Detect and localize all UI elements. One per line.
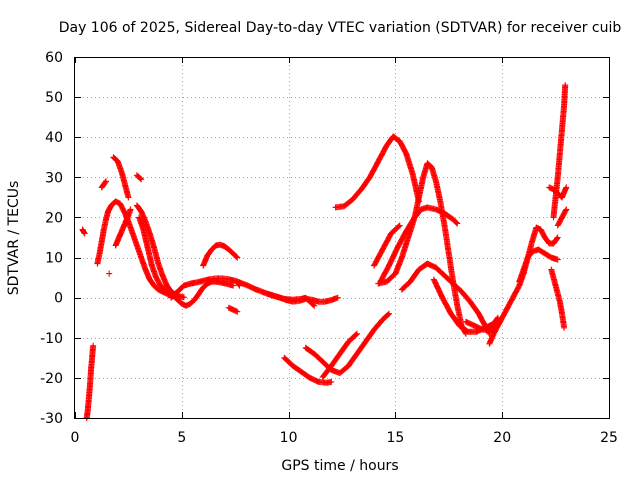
series-arc-29 — [550, 82, 569, 221]
data-point — [234, 308, 241, 315]
y-tick-label: 40 — [45, 130, 63, 146]
data-point — [353, 331, 360, 338]
y-axis-title: SDTVAR / TECUs — [6, 181, 22, 296]
y-tick-label: 60 — [45, 50, 63, 66]
series-arc-21 — [377, 204, 461, 285]
y-tick-label: -20 — [40, 371, 63, 387]
x-tick-label: 5 — [177, 430, 186, 446]
series-arc-12 — [200, 241, 241, 269]
data-point — [354, 330, 360, 337]
data-point — [125, 194, 132, 201]
data-point — [563, 206, 570, 213]
data-point — [561, 324, 568, 331]
data-point — [180, 294, 187, 301]
series-arc-19 — [332, 133, 422, 211]
series-arc-27 — [516, 246, 561, 285]
series-arc-30 — [548, 266, 568, 331]
data-point — [236, 282, 243, 289]
y-tick-label: 20 — [45, 210, 63, 226]
data-point — [554, 235, 560, 242]
data-point — [311, 302, 318, 309]
data-point — [385, 311, 392, 318]
data-point — [230, 282, 237, 289]
y-tick-label: -10 — [40, 331, 63, 347]
series-arc-07 — [112, 206, 134, 249]
data-point — [90, 342, 97, 349]
chart-title: Day 106 of 2025, Sidereal Day-to-day VTE… — [59, 20, 622, 36]
data-point — [454, 220, 461, 227]
data-point — [138, 176, 145, 183]
series-arc-31 — [554, 206, 570, 229]
data-point — [554, 256, 561, 263]
x-tick-label: 20 — [493, 430, 511, 446]
series-arc-20 — [375, 160, 469, 337]
data-point — [106, 270, 113, 277]
series-arc-16 — [281, 354, 335, 386]
series-arc-18 — [319, 330, 360, 381]
plot-frame — [74, 57, 610, 419]
data-point — [386, 310, 392, 317]
x-axis-title: GPS time / hours — [281, 458, 398, 474]
series-arc-04 — [98, 178, 109, 191]
data-point — [233, 253, 240, 260]
data-point — [554, 234, 561, 241]
data-point — [137, 175, 144, 182]
series-arc-02 — [83, 342, 97, 421]
data-point — [562, 82, 569, 89]
x-tick-label: 15 — [386, 430, 404, 446]
data-point — [453, 219, 460, 226]
y-tick-label: 50 — [45, 90, 63, 106]
data-point — [127, 206, 134, 213]
marks-layer — [79, 82, 570, 421]
data-point — [563, 184, 570, 191]
data-point — [81, 230, 88, 237]
series-arc-01 — [79, 226, 88, 237]
data-point — [103, 178, 109, 185]
x-tick-label: 25 — [600, 430, 618, 446]
data-point — [395, 223, 402, 230]
series-arc-09 — [133, 202, 187, 301]
data-point — [235, 281, 242, 288]
ticks-layer: 0 5 10 15 20 25 -30 -20 -10 0 10 20 30 40 50 60 — [40, 50, 618, 446]
x-tick-label: 10 — [280, 430, 298, 446]
series-arc-17 — [302, 310, 392, 377]
y-tick-label: -30 — [40, 411, 63, 427]
data-point — [334, 294, 341, 301]
grid-layer — [75, 57, 609, 418]
series-arc-23 — [398, 260, 493, 337]
y-tick-label: 10 — [45, 251, 63, 267]
x-tick-label: 0 — [71, 430, 80, 446]
series-arc-14 — [234, 278, 243, 289]
series-arc-24 — [430, 276, 501, 335]
data-point — [102, 179, 109, 186]
series-arc-13 — [225, 304, 241, 315]
data-point — [562, 207, 569, 214]
data-point — [310, 301, 317, 308]
data-point — [328, 378, 335, 385]
y-tick-label: 0 — [54, 291, 63, 307]
series-arc-22 — [371, 222, 403, 269]
data-point — [396, 222, 403, 229]
y-tick-label: 30 — [45, 170, 63, 186]
series-arc-06 — [110, 154, 132, 201]
series-arc-05 — [106, 270, 113, 277]
series-arc-26 — [486, 224, 561, 347]
series-arc-15 — [264, 290, 318, 309]
series-arc-08 — [133, 172, 145, 183]
data-point — [234, 254, 241, 261]
